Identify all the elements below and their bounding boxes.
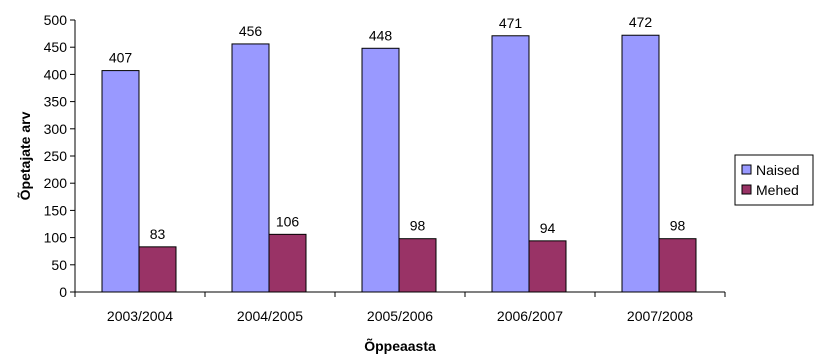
data-label: 471 [499, 15, 523, 31]
y-tick-label: 400 [44, 66, 68, 82]
y-axis-title: Õpetajate arv [16, 111, 33, 200]
x-tick-label: 2005/2006 [367, 308, 433, 324]
legend: Naised Mehed [734, 154, 814, 206]
y-tick-label: 250 [44, 148, 68, 164]
data-label: 98 [670, 218, 686, 234]
data-label: 472 [629, 14, 653, 30]
legend-swatch-naised [741, 164, 752, 175]
bar-naised-2005-2006 [361, 47, 400, 293]
bar-naised-2006-2007 [491, 35, 530, 293]
y-tick-label: 0 [59, 284, 67, 300]
x-tick-label: 2007/2008 [627, 308, 693, 324]
y-tick-label: 450 [44, 39, 68, 55]
y-tick-label: 50 [51, 257, 67, 273]
legend-box [734, 154, 814, 206]
y-tick-label: 350 [44, 94, 68, 110]
data-label: 407 [109, 50, 133, 66]
bar-mehed-2005-2006 [398, 238, 437, 293]
x-tick-label: 2006/2007 [497, 308, 563, 324]
data-label: 98 [410, 218, 426, 234]
data-label: 456 [239, 23, 263, 39]
y-tick-label: 500 [44, 12, 68, 28]
x-tick-label: 2004/2005 [237, 308, 303, 324]
plot-area: 0 50 100 150 200 250 300 350 400 450 500 2003/2004 4… [44, 12, 726, 324]
x-tick-label: 2003/2004 [107, 308, 173, 324]
bar-naised-2003-2004 [101, 70, 140, 293]
legend-swatch-mehed [741, 184, 752, 195]
bar-naised-2004-2005 [231, 43, 270, 293]
bar-mehed-2007-2008 [658, 238, 697, 293]
data-label: 106 [276, 213, 300, 229]
bar-mehed-2004-2005 [268, 233, 307, 293]
data-label: 94 [540, 220, 556, 236]
legend-label-naised: Naised [756, 162, 800, 178]
data-label: 448 [369, 27, 393, 43]
legend-label-mehed: Mehed [756, 182, 799, 198]
y-tick-label: 100 [44, 230, 68, 246]
x-axis-title: Õppeaasta [364, 337, 436, 354]
bar-mehed-2003-2004 [138, 246, 177, 293]
bar-naised-2007-2008 [621, 34, 660, 293]
y-tick-label: 300 [44, 121, 68, 137]
y-tick-label: 200 [44, 175, 68, 191]
data-label: 83 [150, 226, 166, 242]
bar-mehed-2006-2007 [528, 240, 567, 293]
y-tick-label: 150 [44, 202, 68, 218]
